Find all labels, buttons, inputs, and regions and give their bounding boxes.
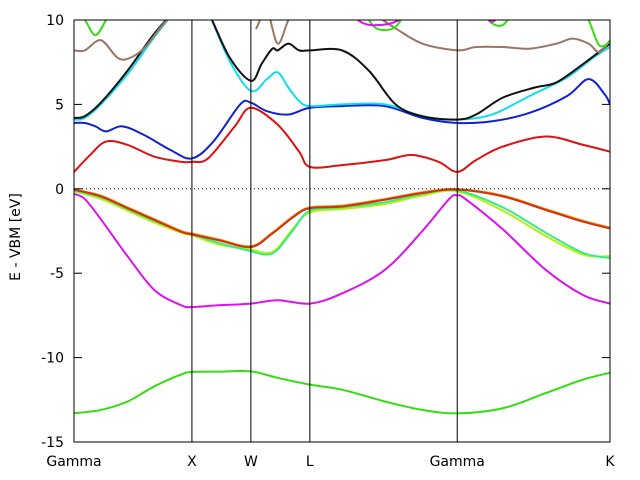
- band-line-5: [74, 188, 610, 248]
- band-line-6: [74, 188, 610, 249]
- y-tick-label: -15: [41, 435, 64, 451]
- plot-frame: [73, 19, 611, 443]
- band-line-1: [74, 370, 610, 415]
- band-line-11: [74, 20, 169, 61]
- y-axis-label: E - VBM [eV]: [8, 193, 24, 281]
- x-tick-label: Gamma: [46, 454, 101, 470]
- band-line-13: [83, 20, 108, 37]
- x-tick-label: L: [306, 454, 314, 470]
- band-line-9: [74, 20, 610, 121]
- band-line-17: [356, 20, 401, 27]
- band-line-7: [74, 106, 610, 173]
- x-tick-label: Gamma: [430, 454, 485, 470]
- band-line-8: [74, 78, 610, 160]
- band-line-16: [587, 20, 610, 48]
- band-line-15: [486, 20, 509, 27]
- x-tick-label: W: [244, 454, 258, 470]
- band-line-3: [74, 189, 610, 258]
- band-line-10: [74, 20, 610, 121]
- band-line-12: [255, 20, 610, 54]
- band-line-14: [367, 20, 403, 32]
- y-tick-label: 5: [55, 97, 64, 113]
- band-line-4: [74, 188, 610, 260]
- y-tick-group: -15 -10 -5 0 5 10: [41, 13, 610, 451]
- y-tick-label: -10: [41, 351, 64, 367]
- x-tick-label: X: [187, 454, 197, 470]
- x-tick-label: K: [605, 454, 615, 470]
- y-tick-label: 10: [46, 13, 64, 29]
- y-tick-label: 0: [55, 182, 64, 198]
- band-line-2: [74, 192, 610, 309]
- y-tick-label: -5: [50, 266, 64, 282]
- x-tick-group: Gamma X W L Gamma K: [46, 20, 615, 470]
- band-line-18: [487, 20, 497, 23]
- series-group: [74, 20, 610, 415]
